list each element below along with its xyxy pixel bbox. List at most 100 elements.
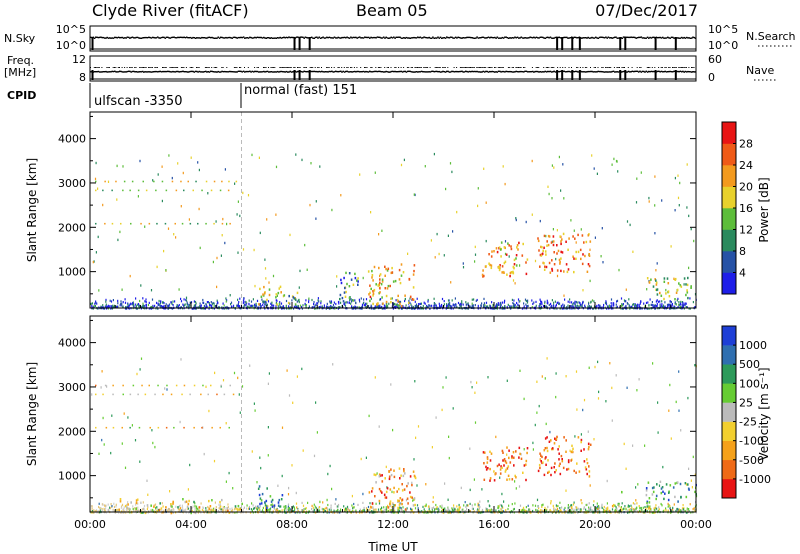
scatter-cell [678,204,680,207]
nave-trace-point [606,67,608,68]
scatter-cell [234,182,236,185]
scatter-cell [225,509,227,512]
scatter-cell [168,303,171,306]
freq-trace-point [399,70,401,73]
scatter-cell [509,274,511,278]
freq-trace-point [345,70,347,73]
scatter-cell [627,511,629,514]
nsky-trace-point [217,36,220,38]
scatter-cell [105,300,107,303]
scatter-cell [572,305,574,308]
scatter-cell [550,500,552,503]
scatter-cell [292,505,294,508]
freq-trace-point [232,71,235,73]
scatter-cell [137,195,139,198]
scatter-cell [649,505,651,508]
nsky-trace-point [355,36,357,39]
freq-trace-point [568,70,571,73]
nave-trace-point [298,67,300,68]
scatter-cell [535,300,537,303]
scatter-cell [692,455,694,459]
scatter-cell [298,301,300,304]
scatter-cell [387,284,390,288]
nsky-trace-point [526,37,529,39]
scatter-cell [502,510,505,513]
scatter-cell [425,504,427,507]
freq-trace-point [414,71,417,73]
scatter-cell [394,504,396,507]
scatter-cell [580,228,582,231]
scatter-cell [569,305,571,308]
scatter-cell [91,505,93,508]
scatter-cell [585,240,588,244]
scatter-cell [267,509,269,512]
nave-trace-point [351,67,353,68]
scatter-cell [256,481,258,484]
scatter-cell [665,509,667,512]
nave-trace-point [438,67,440,68]
nave-trace-point [174,67,176,68]
scatter-cell [243,506,245,509]
scatter-cell [498,268,501,272]
nave-trace-point [427,67,429,68]
nsky-trace-point [135,36,138,39]
scatter-cell [95,300,97,303]
nave-trace-point [668,67,670,68]
nsky-trace-point [314,36,317,39]
scatter-cell [99,509,101,512]
scatter-cell [304,243,306,247]
scatter-cell [630,508,632,511]
scatter-cell [269,508,271,511]
nave-trace-point [114,67,115,68]
scatter-cell [650,278,652,281]
scatter-cell [662,510,664,513]
scatter-cell [315,303,317,306]
scatter-cell [238,393,240,396]
scatter-cell [94,302,96,305]
nsky-trace-point [107,37,110,39]
scatter-cell [390,301,392,304]
nsky-trace-point [595,36,597,38]
scatter-cell [318,300,320,303]
scatter-cell [669,300,671,303]
nsky-trace-point [331,37,333,39]
scatter-cell [354,272,356,276]
scatter-cell [524,298,527,301]
scatter-cell [501,492,503,496]
nsky-trace-point [326,36,328,38]
scatter-cell [499,305,502,308]
scatter-cell [621,303,623,306]
nsky-trace-point [549,36,552,38]
scatter-cell [289,233,291,237]
scatter-cell [198,168,200,172]
nave-trace-point [495,67,497,68]
scatter-cell [368,293,370,296]
freq-trace-point [126,70,129,73]
scatter-cell [98,452,100,455]
scatter-cell [288,506,290,510]
nave-trace-point [443,67,445,68]
scatter-cell [171,180,174,183]
scatter-cell [156,301,158,304]
nave-trace-point [346,67,348,68]
scatter-cell [285,299,288,303]
scatter-cell [544,508,546,511]
scatter-cell [632,250,634,253]
scatter-cell [178,505,180,508]
scatter-cell [205,180,208,183]
scatter-cell [616,305,618,308]
freq-trace-point [228,70,231,73]
scatter-cell [159,303,161,306]
scatter-cell [312,510,314,513]
scatter-cell [115,503,117,506]
nave-trace-point [189,67,191,68]
nave-trace-point [410,67,412,68]
scatter-cell [239,297,241,300]
nsky-trace-point [341,36,343,39]
scatter-cell [277,510,279,513]
nave-trace-point [327,67,329,68]
scatter-cell [618,509,620,513]
scatter-cell [405,304,407,307]
freq-trace-point [112,70,115,73]
scatter-cell [555,372,557,375]
